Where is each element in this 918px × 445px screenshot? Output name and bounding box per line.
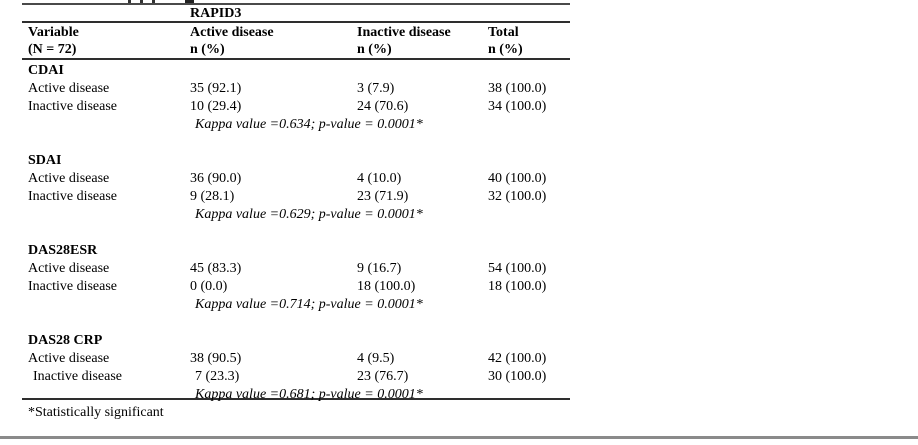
section-name: DAS28ESR: [28, 243, 98, 258]
page-bottom-rule: [0, 436, 918, 439]
clipped-caption-fragment: [128, 0, 208, 3]
cell-active: 45 (83.3): [190, 261, 242, 276]
cell-active: 38 (90.5): [190, 351, 242, 366]
cell-active: 7 (23.3): [195, 369, 240, 384]
cell-total: 18 (100.0): [488, 279, 547, 294]
cell-inactive: 23 (71.9): [357, 189, 409, 204]
cell-total: 54 (100.0): [488, 261, 547, 276]
cell-inactive: 4 (9.5): [357, 351, 395, 366]
cell-active: 0 (0.0): [190, 279, 228, 294]
cell-total: 30 (100.0): [488, 369, 547, 384]
section-label-das28crp: DAS28 CRP: [0, 332, 918, 350]
section-label-das28esr: DAS28ESR: [0, 242, 918, 260]
header-n: (N = 72): [28, 42, 77, 57]
table-row: Active disease 35 (92.1) 3 (7.9) 38 (100…: [0, 80, 918, 98]
footnote-text: *Statistically significant: [28, 405, 164, 420]
cell-total: 40 (100.0): [488, 171, 547, 186]
spanner-label: RAPID3: [190, 6, 242, 21]
kappa-statistic-sdai: Kappa value =0.629; p-value = 0.0001*: [195, 207, 423, 222]
row-label: Active disease: [28, 171, 110, 186]
table-bottom-rule: [22, 398, 570, 400]
section-label-sdai: SDAI: [0, 152, 918, 170]
kappa-statistic-cdai: Kappa value =0.634; p-value = 0.0001*: [195, 117, 423, 132]
row-label: Active disease: [28, 81, 110, 96]
header-row-line2: (N = 72) n (%) n (%) n (%): [0, 41, 918, 59]
cell-inactive: 24 (70.6): [357, 99, 409, 114]
cell-total: 32 (100.0): [488, 189, 547, 204]
header-n-pct-total: n (%): [488, 42, 523, 57]
cell-inactive: 3 (7.9): [357, 81, 395, 96]
table-row: Inactive disease 7 (23.3) 23 (76.7) 30 (…: [0, 368, 918, 386]
header-inactive-disease: Inactive disease: [357, 25, 451, 40]
row-label: Inactive disease: [28, 189, 118, 204]
kappa-statistic-das28esr: Kappa value =0.714; p-value = 0.0001*: [195, 297, 423, 312]
table-row: Inactive disease 0 (0.0) 18 (100.0) 18 (…: [0, 278, 918, 296]
row-label: Inactive disease: [33, 369, 123, 384]
row-label: Inactive disease: [28, 99, 118, 114]
header-active-disease: Active disease: [190, 25, 274, 40]
spanner-separator-rule: [22, 21, 570, 23]
section-label-cdai: CDAI: [0, 62, 918, 80]
table-row: Inactive disease 9 (28.1) 23 (71.9) 32 (…: [0, 188, 918, 206]
footnote-row: *Statistically significant: [0, 404, 918, 422]
cell-active: 9 (28.1): [190, 189, 235, 204]
row-label: Active disease: [28, 261, 110, 276]
row-label: Active disease: [28, 351, 110, 366]
cell-active: 35 (92.1): [190, 81, 242, 96]
cell-total: 34 (100.0): [488, 99, 547, 114]
table-top-rule: [22, 3, 570, 5]
section-name: SDAI: [28, 153, 62, 168]
cell-inactive: 18 (100.0): [357, 279, 416, 294]
table-row: Active disease 45 (83.3) 9 (16.7) 54 (10…: [0, 260, 918, 278]
section-name: DAS28 CRP: [28, 333, 103, 348]
cell-active: 36 (90.0): [190, 171, 242, 186]
spanner-row: RAPID3: [0, 5, 918, 23]
header-row-line1: Variable Active disease Inactive disease…: [0, 24, 918, 42]
table-row: Active disease 36 (90.0) 4 (10.0) 40 (10…: [0, 170, 918, 188]
cell-total: 42 (100.0): [488, 351, 547, 366]
header-n-pct-active: n (%): [190, 42, 225, 57]
header-variable: Variable: [28, 25, 79, 40]
table-row: Inactive disease 10 (29.4) 24 (70.6) 34 …: [0, 98, 918, 116]
header-separator-rule: [22, 58, 570, 60]
cell-inactive: 4 (10.0): [357, 171, 402, 186]
header-total: Total: [488, 25, 519, 40]
cell-total: 38 (100.0): [488, 81, 547, 96]
cell-inactive: 23 (76.7): [357, 369, 409, 384]
section-name: CDAI: [28, 63, 64, 78]
table-row: Active disease 38 (90.5) 4 (9.5) 42 (100…: [0, 350, 918, 368]
cell-active: 10 (29.4): [190, 99, 242, 114]
row-label: Inactive disease: [28, 279, 118, 294]
cell-inactive: 9 (16.7): [357, 261, 402, 276]
header-n-pct-inactive: n (%): [357, 42, 392, 57]
kappa-statistic-das28crp: Kappa value =0.681; p-value = 0.0001*: [195, 387, 423, 402]
